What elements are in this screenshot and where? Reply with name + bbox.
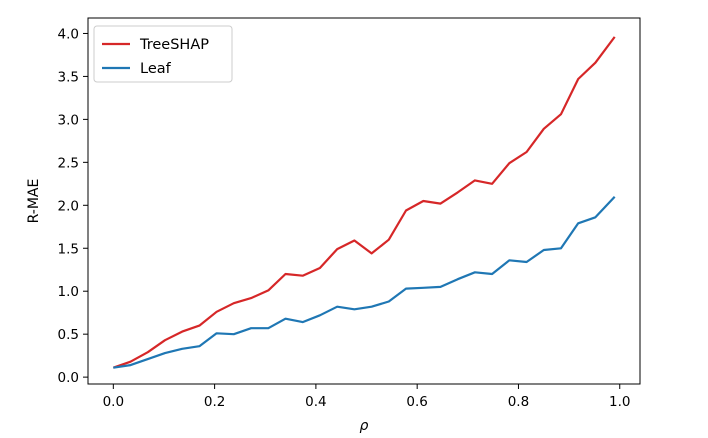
- y-tick-label: 0.5: [58, 327, 79, 343]
- x-tick-label: 1.0: [609, 394, 630, 410]
- x-tick-label: 0.6: [406, 394, 427, 410]
- series-line-leaf: [113, 195, 616, 369]
- y-tick-label: 2.5: [58, 155, 79, 171]
- series-line-treeshap: [112, 36, 616, 369]
- x-tick-label: 0.2: [204, 394, 225, 410]
- x-tick-label: 0.0: [103, 394, 124, 410]
- y-tick-label: 2.0: [58, 198, 79, 214]
- y-axis: 0.0 0.5 1.0 1.5 2.0 2.5 3.0 3.5 4.0: [58, 26, 88, 386]
- x-tick-label: 0.4: [305, 394, 326, 410]
- x-axis-label: ρ: [360, 418, 369, 434]
- y-axis-label: R-MAE: [26, 179, 42, 224]
- y-tick-label: 3.5: [58, 69, 79, 85]
- x-tick-label: 0.8: [508, 394, 529, 410]
- y-tick-label: 1.5: [58, 241, 79, 257]
- y-tick-label: 1.0: [58, 284, 79, 300]
- y-tick-label: 0.0: [58, 370, 79, 386]
- legend-label: TreeSHAP: [139, 37, 209, 53]
- series-lines: [112, 36, 616, 369]
- y-tick-label: 3.0: [58, 112, 79, 128]
- legend: TreeSHAP Leaf: [93, 25, 233, 83]
- plot-area: [87, 17, 641, 385]
- x-axis: 0.0 0.2 0.4 0.6 0.8 1.0: [103, 384, 630, 410]
- legend-label: Leaf: [140, 61, 172, 77]
- y-tick-label: 4.0: [58, 26, 79, 42]
